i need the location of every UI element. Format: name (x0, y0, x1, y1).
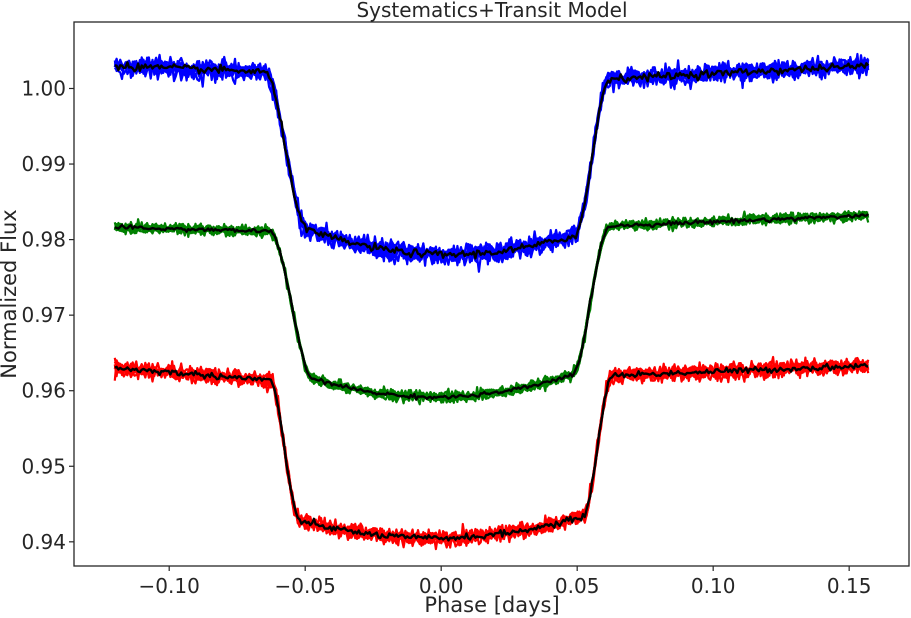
x-tick-label: 0.05 (555, 574, 600, 598)
y-tick-label: 0.99 (21, 152, 66, 176)
x-tick-label: −0.10 (139, 574, 200, 598)
series-2-realization-line (114, 356, 870, 547)
series-2-realization-line (113, 356, 869, 549)
series-0-model-line (114, 61, 870, 260)
x-axis-label: Phase [days] (424, 593, 559, 617)
y-tick-label: 0.95 (21, 454, 66, 478)
series-2-realization-line (113, 355, 870, 548)
plot-area (113, 52, 870, 551)
y-tick-label: 0.98 (21, 228, 66, 252)
series-2-realization-line (113, 358, 869, 549)
series-2-realization-line (113, 359, 870, 549)
series-0-realization-line (114, 55, 870, 273)
series-2-model-line (114, 362, 869, 542)
y-axis: 0.94 0.95 0.96 0.97 0.98 0.99 1.00 (21, 76, 74, 554)
y-tick-label: 0.97 (21, 303, 66, 327)
x-tick-label: 0.15 (827, 574, 872, 598)
x-axis: −0.10 −0.05 0.00 0.05 0.10 0.15 (139, 566, 872, 598)
series-2-realization-line (113, 357, 869, 547)
chart-title: Systematics+Transit Model (356, 0, 627, 22)
y-axis-label: Normalized Flux (0, 209, 21, 378)
y-tick-label: 0.94 (21, 530, 66, 554)
series-0 (113, 52, 870, 273)
y-tick-label: 0.96 (21, 379, 66, 403)
series-1 (113, 210, 870, 406)
series-1-model-line (114, 213, 869, 401)
x-tick-label: 0.00 (419, 574, 464, 598)
x-tick-label: 0.10 (691, 574, 736, 598)
series-2 (113, 355, 870, 551)
axes-frame (73, 21, 910, 567)
x-tick-label: −0.05 (275, 574, 336, 598)
y-tick-label: 1.00 (21, 76, 66, 100)
